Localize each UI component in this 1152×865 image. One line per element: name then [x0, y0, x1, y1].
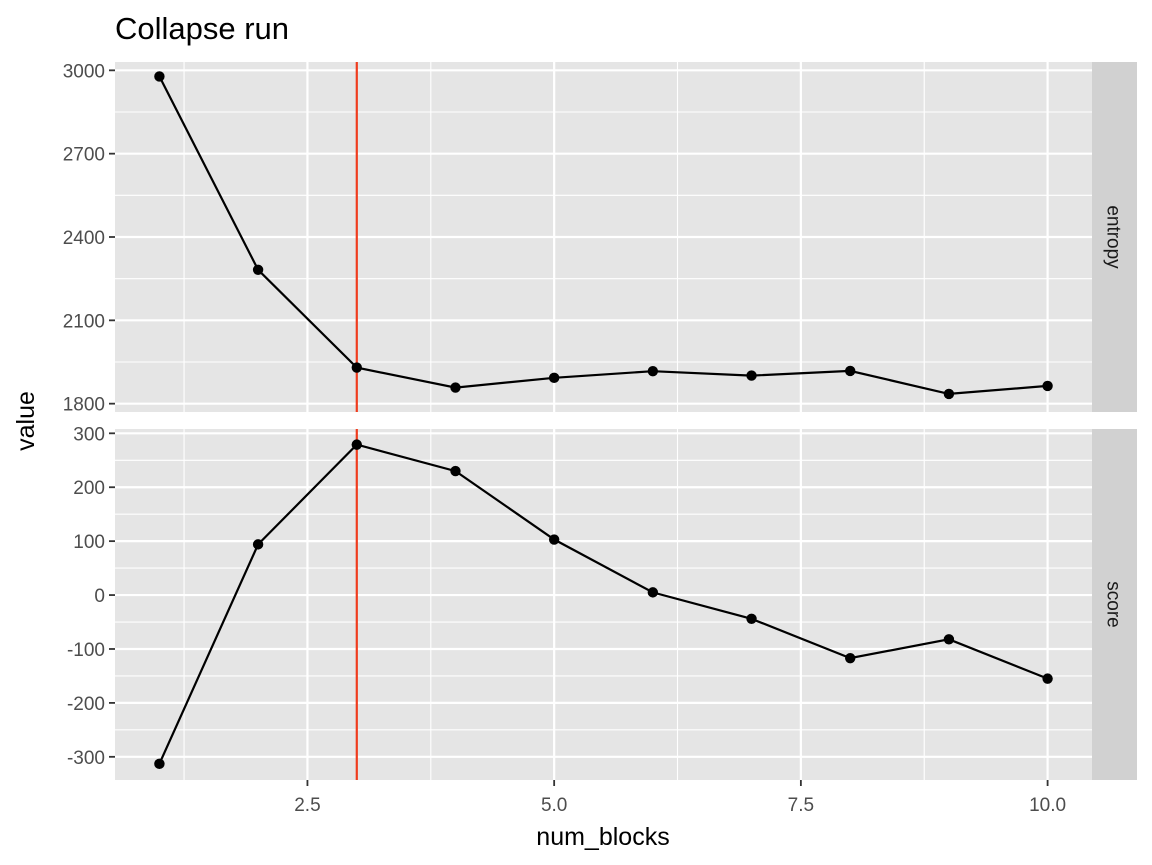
- y-tick-label: 1800: [63, 395, 105, 416]
- y-tick-label: 2100: [63, 311, 105, 332]
- data-point: [1042, 380, 1053, 392]
- data-point: [450, 465, 461, 477]
- facet-panel-entropy: 1800 2100 2400 2700 3000 entropy: [63, 61, 1137, 416]
- y-tick-label: -300: [67, 748, 105, 769]
- facet-strip: [1092, 429, 1137, 780]
- facet-panel-score: -300 -200 -100 0 100 200 300 score: [67, 424, 1137, 780]
- x-tick-label: 7.5: [788, 795, 814, 816]
- chart-title: Collapse run: [115, 11, 289, 46]
- data-point: [252, 264, 264, 275]
- series-line-entropy: [158, 75, 1048, 396]
- data-point: [845, 365, 856, 377]
- y-tick-label: 0: [94, 586, 105, 607]
- data-point: [845, 652, 856, 664]
- y-tick-label: 200: [73, 478, 105, 499]
- facet-panels: 1800 2100 2400 2700 3000 entropy -300 -200 -100 0…: [63, 61, 1137, 816]
- data-point: [548, 372, 560, 384]
- data-point: [647, 365, 659, 377]
- y-axis-title: value: [12, 391, 40, 451]
- data-point: [351, 439, 362, 450]
- y-tick-label: 100: [73, 532, 105, 553]
- x-axis-title: num_blocks: [536, 823, 669, 851]
- y-tick-label: 3000: [63, 61, 105, 82]
- y-tick-label: -100: [67, 640, 105, 661]
- facet-strip-label: score: [1103, 581, 1124, 627]
- series-line-score: [158, 443, 1049, 765]
- data-point: [351, 362, 362, 373]
- y-tick-label: 2700: [63, 145, 105, 166]
- data-point: [154, 758, 165, 770]
- x-tick-label: 10.0: [1029, 795, 1066, 816]
- data-point: [252, 539, 264, 550]
- data-point: [943, 634, 955, 645]
- y-tick-label: 2400: [63, 228, 105, 249]
- y-tick-label: 300: [73, 424, 105, 445]
- data-point: [647, 587, 659, 598]
- data-point: [548, 534, 560, 545]
- data-point: [450, 382, 461, 393]
- data-point: [943, 388, 955, 400]
- data-point: [1042, 673, 1053, 684]
- panel-background: [115, 429, 1092, 780]
- y-tick-label: -200: [67, 694, 105, 715]
- data-point: [154, 71, 165, 82]
- facet-strip: [1092, 62, 1137, 412]
- x-tick-label: 2.5: [294, 795, 320, 816]
- facet-strip-label: entropy: [1103, 205, 1124, 269]
- data-point: [746, 613, 757, 624]
- data-point: [746, 370, 757, 381]
- x-tick-label: 5.0: [541, 795, 567, 816]
